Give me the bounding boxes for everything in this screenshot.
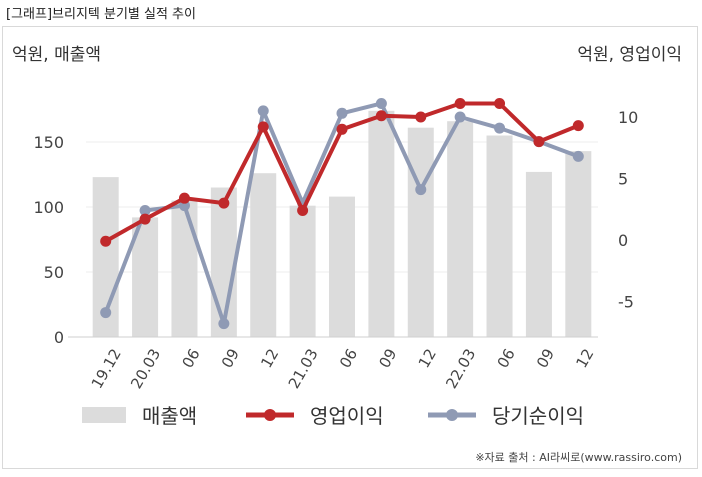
net-income-point — [375, 97, 387, 109]
legend-label-net-income: 당기순이익 — [492, 404, 584, 428]
operating-profit-point — [415, 111, 427, 123]
y-right-tick-label: 5 — [618, 170, 628, 189]
net-income-point — [454, 111, 466, 123]
bar-sales — [329, 196, 355, 337]
x-tick-label: 22.03 — [442, 346, 479, 392]
y-left-tick-label: 0 — [54, 328, 64, 347]
y-right-tick-label: 10 — [618, 108, 638, 127]
bar-sales — [289, 205, 316, 337]
x-tick-label: 09 — [533, 346, 558, 372]
operating-profit-point — [375, 110, 387, 122]
net-income-point — [100, 307, 112, 319]
y-right-tick-label: -5 — [618, 293, 634, 312]
net-income-point — [336, 107, 348, 119]
y-right-axis-title: 억원, 영업이익 — [577, 45, 682, 65]
operating-profit-point — [218, 197, 230, 209]
source-note: ※자료 출처 : AI라씨로(www.rassiro.com) — [475, 451, 682, 464]
x-tick-label: 21.03 — [285, 346, 322, 392]
x-tick-label: 12 — [257, 346, 282, 372]
y-left-tick-label: 150 — [33, 133, 64, 152]
legend-marker-operating-profit — [264, 409, 276, 421]
operating-profit-point — [494, 97, 506, 109]
operating-profit-point — [533, 136, 545, 148]
net-income-point — [257, 105, 269, 117]
bar-sales — [407, 127, 434, 337]
net-income-point — [572, 150, 584, 162]
legend-marker-net-income — [446, 409, 458, 421]
operating-profit-point — [257, 121, 269, 133]
net-income-point — [415, 184, 427, 196]
legend-swatch-sales — [82, 407, 126, 423]
page-title: [그래프]브리지텍 분기별 실적 추이 — [6, 7, 196, 22]
x-tick-label: 20.03 — [127, 346, 164, 392]
bar-sales — [210, 187, 237, 337]
operating-profit-point — [454, 97, 466, 109]
operating-profit-point — [139, 213, 151, 225]
operating-profit-point — [572, 120, 584, 132]
bar-sales — [447, 121, 474, 337]
bar-sales — [250, 173, 277, 337]
bar-sales — [368, 110, 395, 337]
y-left-tick-label: 50 — [44, 263, 64, 282]
chart-frame — [2, 26, 698, 469]
x-tick-label: 09 — [375, 346, 400, 372]
bar-sales — [525, 171, 552, 337]
x-tick-label: 19.12 — [88, 346, 125, 392]
x-tick-label: 12 — [572, 346, 597, 372]
legend-label-sales: 매출액 — [142, 404, 197, 428]
net-income-point — [139, 204, 151, 216]
y-left-axis-title: 억원, 매출액 — [12, 45, 101, 65]
operating-profit-point — [100, 235, 112, 247]
bar-sales — [171, 200, 198, 337]
net-income-point — [494, 122, 506, 134]
bar-sales — [565, 151, 592, 337]
x-tick-label: 12 — [415, 346, 440, 372]
x-tick-label: 06 — [336, 346, 361, 372]
y-right-tick-label: 0 — [618, 231, 628, 250]
operating-profit-point — [336, 123, 348, 135]
net-income-point — [218, 318, 230, 330]
x-tick-label: 06 — [494, 346, 519, 372]
legend-label-operating-profit: 영업이익 — [310, 404, 384, 428]
x-tick-label: 06 — [178, 346, 203, 372]
bar-sales — [486, 135, 513, 337]
operating-profit-point — [178, 192, 190, 204]
y-left-tick-label: 100 — [33, 198, 64, 217]
x-tick-label: 09 — [218, 346, 243, 372]
operating-profit-point — [297, 204, 309, 216]
